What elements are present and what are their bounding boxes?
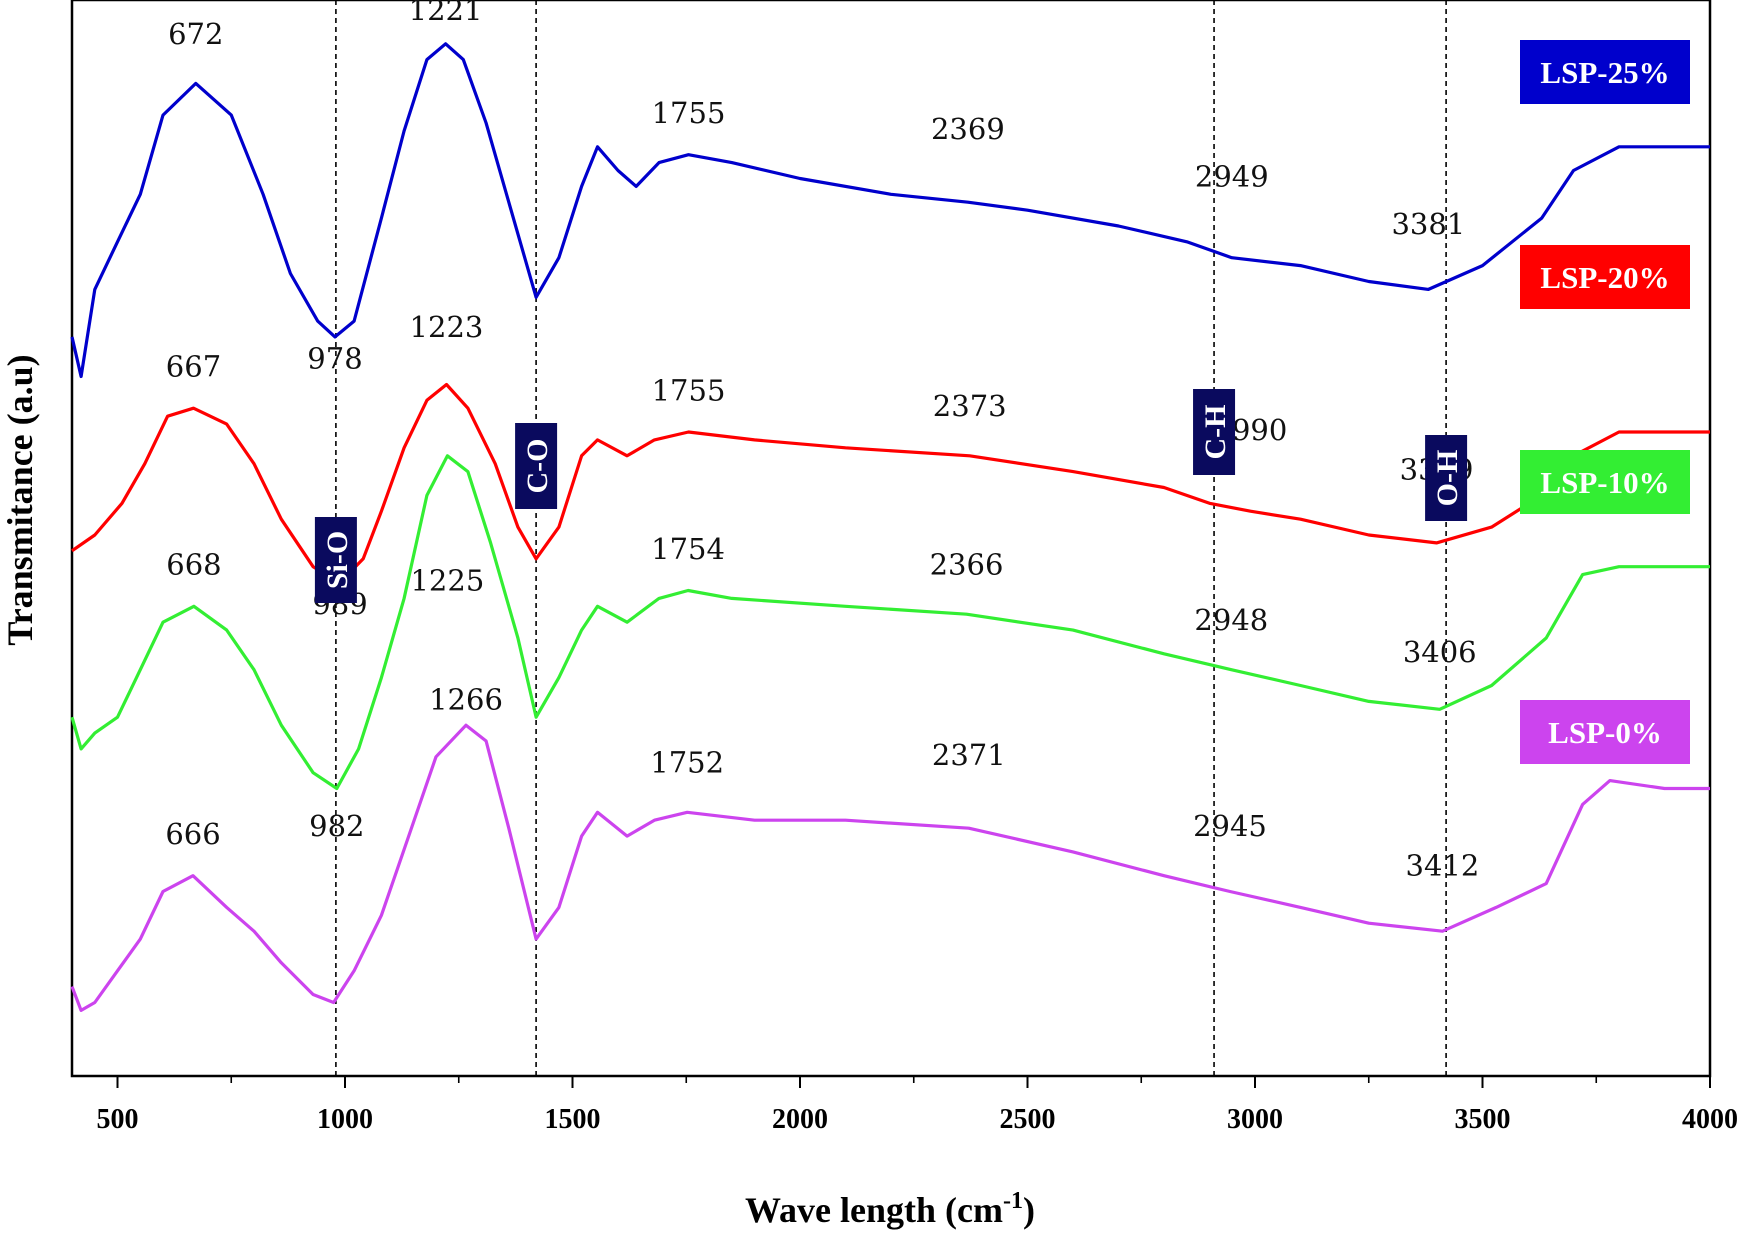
peak-label-672: 672 xyxy=(168,17,223,51)
x-tick-label-4000: 4000 xyxy=(1682,1104,1738,1135)
peak-label-1266: 1266 xyxy=(429,682,503,716)
band-label-si-o: Si-O xyxy=(321,531,354,589)
peak-label-2949: 2949 xyxy=(1195,159,1269,193)
peak-label-3381: 3381 xyxy=(1391,207,1465,241)
series-line-lsp-0 xyxy=(70,723,1710,1013)
peak-label-2373: 2373 xyxy=(933,389,1007,423)
peak-label-2948: 2948 xyxy=(1194,603,1268,637)
peak-label-2371: 2371 xyxy=(932,738,1006,772)
band-label-c-h: C-H xyxy=(1199,405,1232,460)
band-label-box-o-h xyxy=(1425,435,1468,521)
x-tick-label-2500: 2500 xyxy=(1000,1104,1056,1135)
series-line-lsp-20 xyxy=(71,382,1710,585)
band-label-o-h: O-H xyxy=(1431,450,1464,507)
peak-label-2366: 2366 xyxy=(930,548,1004,582)
peak-label-1752: 1752 xyxy=(650,746,724,780)
peak-label-2945: 2945 xyxy=(1193,809,1267,843)
legend: LSP-25% LSP-20% LSP-10% LSP-0% xyxy=(1520,40,1690,764)
x-tick-label-1500: 1500 xyxy=(545,1104,601,1135)
legend-label-lsp-25: LSP-25% xyxy=(1540,55,1669,90)
peak-label-667: 667 xyxy=(166,350,221,384)
legend-box-lsp-0 xyxy=(1520,700,1690,764)
legend-label-lsp-20: LSP-20% xyxy=(1540,260,1669,295)
peak-label-3412: 3412 xyxy=(1406,849,1480,883)
x-tick-label-2000: 2000 xyxy=(772,1104,828,1135)
band-label-c-o: C-O xyxy=(521,439,554,494)
band-label-boxes: Si-O C-O C-H O-H xyxy=(314,389,1468,603)
x-axis-title: Wave length (cm-1) xyxy=(745,1188,1035,1230)
peak-label-668: 668 xyxy=(166,548,221,582)
x-tick-label-500: 500 xyxy=(97,1104,139,1135)
series-line-lsp-25 xyxy=(70,42,1710,379)
series-line-lsp-10 xyxy=(70,454,1710,791)
peak-label-982: 982 xyxy=(309,809,364,843)
band-label-box-si-o xyxy=(314,517,357,603)
peak-label-3406: 3406 xyxy=(1403,635,1477,669)
band-label-box-c-h xyxy=(1193,389,1236,475)
peak-label-1223: 1223 xyxy=(410,310,484,344)
legend-label-lsp-10: LSP-10% xyxy=(1540,465,1669,500)
peak-label-1221: 1221 xyxy=(409,0,483,27)
y-axis-title: Transmitance (a.u) xyxy=(0,354,40,645)
peak-label-1755: 1755 xyxy=(652,96,726,130)
x-tick-label-1000: 1000 xyxy=(317,1104,373,1135)
peak-label-1754: 1754 xyxy=(651,532,725,566)
peak-label-2369: 2369 xyxy=(931,112,1005,146)
peak-label-666: 666 xyxy=(165,817,220,851)
legend-box-lsp-20 xyxy=(1520,245,1690,309)
x-tick-label-3500: 3500 xyxy=(1455,1104,1511,1135)
band-label-box-c-o xyxy=(515,423,558,509)
peak-label-1755: 1755 xyxy=(652,373,726,407)
plot-frame xyxy=(70,0,1712,1078)
peak-label-978: 978 xyxy=(307,342,362,376)
x-axis-ticks: 500 1000 1500 2000 2500 3000 3500 4000 xyxy=(97,1076,1738,1135)
x-tick-label-3000: 3000 xyxy=(1227,1104,1283,1135)
legend-label-lsp-0: LSP-0% xyxy=(1548,715,1662,750)
legend-box-lsp-10 xyxy=(1520,450,1690,514)
peak-label-1225: 1225 xyxy=(410,563,484,597)
legend-box-lsp-25 xyxy=(1520,40,1690,104)
series-layer xyxy=(70,42,1710,1013)
